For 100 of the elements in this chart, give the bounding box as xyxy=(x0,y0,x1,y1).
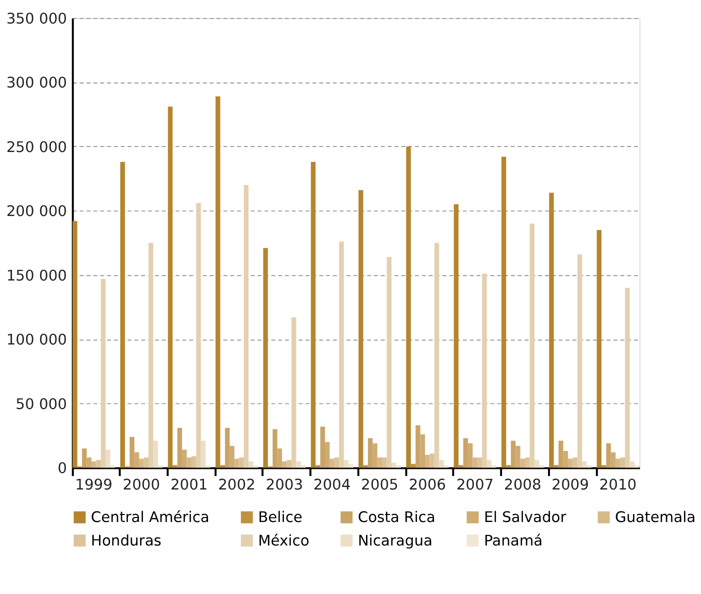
bar xyxy=(253,465,258,468)
bar xyxy=(244,185,249,468)
bar xyxy=(110,465,115,468)
y-tick-label: 300 000 xyxy=(6,74,67,92)
y-tick-label: 100 000 xyxy=(6,332,67,349)
bar xyxy=(396,465,401,468)
bar xyxy=(358,190,364,468)
x-tick-label: 2007 xyxy=(456,476,494,494)
bar xyxy=(186,457,192,468)
bar xyxy=(634,465,640,468)
bar xyxy=(282,461,287,468)
y-tick-label: 350 000 xyxy=(6,10,67,28)
bar xyxy=(106,450,110,468)
bar xyxy=(582,461,587,468)
legend-label: Central América xyxy=(90,509,210,526)
bar xyxy=(477,457,482,468)
bar xyxy=(206,465,210,468)
bar xyxy=(172,465,178,468)
bar xyxy=(596,230,602,468)
bar xyxy=(530,224,534,468)
legend-label: Costa Rica xyxy=(358,509,436,526)
bar xyxy=(263,248,268,468)
bar xyxy=(158,465,163,468)
bar xyxy=(286,460,292,468)
bar xyxy=(630,461,634,468)
bar xyxy=(568,458,573,468)
bar xyxy=(430,454,434,468)
bar xyxy=(525,457,530,468)
x-tick-label: 2001 xyxy=(170,476,208,494)
bar xyxy=(291,317,296,468)
x-tick-label: 2005 xyxy=(361,476,398,494)
bar xyxy=(625,288,630,468)
bar xyxy=(386,256,392,468)
bar xyxy=(486,460,492,468)
x-tick-label: 2000 xyxy=(122,476,160,494)
legend-label: El Salvador xyxy=(484,509,568,526)
x-tick-label: 2010 xyxy=(599,476,637,494)
bar xyxy=(234,458,240,468)
x-tick-label: 2009 xyxy=(552,476,589,494)
bar xyxy=(334,457,340,468)
bar xyxy=(72,221,78,468)
bar xyxy=(239,457,244,468)
bar xyxy=(454,204,459,468)
bar xyxy=(434,242,440,468)
bar xyxy=(577,254,582,468)
bar xyxy=(348,464,354,468)
y-tick-label: 150 000 xyxy=(6,267,67,284)
bar xyxy=(200,440,206,468)
legend-label: Nicaragua xyxy=(358,532,432,550)
bar xyxy=(300,465,306,468)
bar xyxy=(444,465,449,468)
bar xyxy=(425,454,430,468)
bar xyxy=(506,465,511,468)
y-tick-label: 50 000 xyxy=(16,396,67,413)
bar xyxy=(363,465,368,468)
bar xyxy=(539,465,544,468)
bar xyxy=(296,461,301,468)
bar xyxy=(168,106,173,468)
bar xyxy=(620,457,626,468)
x-tick-label: 2008 xyxy=(504,476,542,494)
legend-label: Belice xyxy=(258,509,302,526)
bar xyxy=(406,146,411,468)
bar xyxy=(96,460,101,468)
bar xyxy=(554,465,559,468)
y-tick-label: 200 000 xyxy=(6,203,67,220)
bar xyxy=(196,203,201,468)
x-tick-label: 1999 xyxy=(75,476,112,494)
bar xyxy=(310,162,316,468)
bar xyxy=(439,460,444,468)
bar xyxy=(616,458,620,468)
y-tick-label: 250 000 xyxy=(6,138,67,156)
bar xyxy=(100,278,106,468)
legend-label: Guatemala xyxy=(614,509,696,526)
bar xyxy=(330,458,334,468)
bar xyxy=(534,460,540,468)
bar xyxy=(391,462,396,468)
bar xyxy=(191,456,196,468)
x-tick-label: 2003 xyxy=(266,476,304,494)
x-tick-label: 2006 xyxy=(408,476,446,494)
legend-label: México xyxy=(258,532,310,550)
y-tick-label: 0 xyxy=(58,460,67,478)
bar xyxy=(216,96,220,468)
bar xyxy=(177,428,182,468)
bar xyxy=(572,457,578,468)
bar xyxy=(377,457,382,468)
bar xyxy=(344,460,349,468)
bar xyxy=(501,156,506,468)
bar xyxy=(339,242,344,468)
bar xyxy=(220,465,225,468)
bar xyxy=(148,242,154,468)
bar xyxy=(139,458,144,468)
bar xyxy=(520,458,526,468)
x-tick-label: 2004 xyxy=(313,476,351,494)
legend-label: Panamá xyxy=(484,532,543,550)
bar xyxy=(586,465,592,468)
bar xyxy=(316,465,320,468)
bar xyxy=(549,192,554,468)
bar xyxy=(382,457,387,468)
bar xyxy=(492,465,496,468)
bar xyxy=(482,274,487,468)
